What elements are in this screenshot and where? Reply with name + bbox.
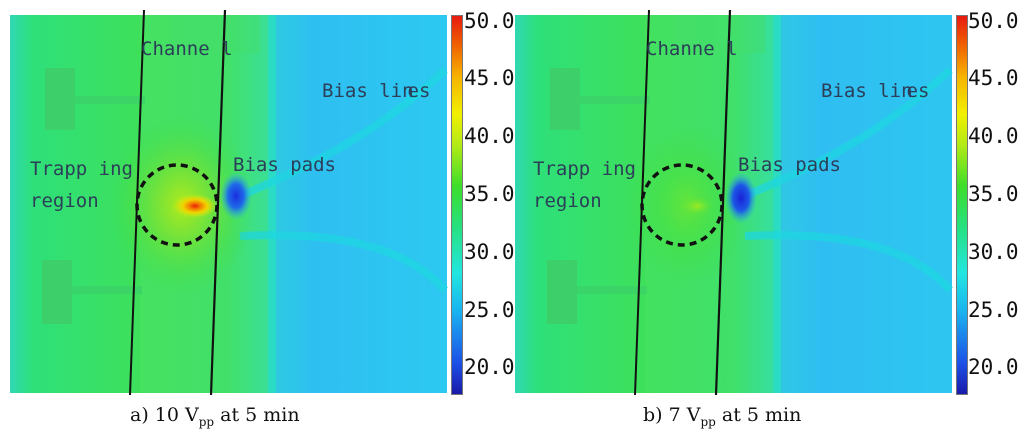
- colorbar-tick: 25.0: [464, 298, 515, 322]
- caption-a: a) 10 Vpp at 5 min: [130, 404, 300, 429]
- trapping-region-circle: [640, 163, 724, 247]
- colorbar-b: [956, 15, 968, 395]
- thermal-panel-b: Channe l Bias lines Bias pads Trapp ing …: [505, 0, 1019, 435]
- hotspot: [173, 194, 217, 218]
- colorbar-tick: 50.0: [968, 9, 1019, 33]
- colorbar-tick: 20.0: [968, 355, 1019, 379]
- electrode-pad-upper: [45, 68, 75, 130]
- colorbar-a: [451, 15, 463, 395]
- bias-line-upper: [238, 67, 448, 200]
- bias-lines-text: Bias lin: [821, 80, 913, 102]
- hotspot: [681, 196, 713, 216]
- channel-boundary-left: [129, 9, 145, 396]
- bias-lines-tail: es: [407, 80, 431, 102]
- colorbar-tick: 40.0: [464, 124, 515, 148]
- thermal-image-b: [515, 9, 953, 396]
- thermal-panel-a: Channe l Bias lines Bias pads Trapp ing …: [10, 9, 515, 429]
- trapping-region-label-line1: Trapp ing: [30, 158, 133, 180]
- trapping-region-circle: [135, 163, 219, 247]
- bias-line-lower: [744, 231, 953, 293]
- caption-b-sub: pp: [700, 414, 716, 429]
- electrode-pad-upper: [550, 68, 580, 130]
- colorbar-tick: 40.0: [968, 124, 1019, 148]
- bias-pads-label: Bias pads: [233, 154, 336, 176]
- channel-boundary-left: [634, 9, 650, 396]
- bias-pad-cold-spot: [220, 172, 252, 220]
- bias-line-lower: [239, 231, 448, 293]
- caption-b-suffix: at 5 min: [715, 404, 802, 426]
- colorbar-tick: 50.0: [464, 9, 515, 33]
- caption-a-suffix: at 5 min: [214, 404, 300, 426]
- channel-boundary-right: [714, 9, 732, 396]
- trapping-region-label-line2: region: [533, 190, 602, 212]
- colorbar-tick: 30.0: [968, 240, 1019, 264]
- bias-lines-tail: es: [906, 80, 930, 102]
- trapping-region-label-line2: region: [30, 190, 99, 212]
- thermal-image-a: [10, 9, 448, 396]
- colorbar-tick: 20.0: [464, 355, 515, 379]
- caption-b: b) 7 Vpp at 5 min: [643, 404, 801, 429]
- caption-a-sub: pp: [198, 414, 215, 429]
- channel-label: Channe l: [141, 38, 233, 60]
- colorbar-tick: 45.0: [968, 66, 1019, 90]
- colorbar-tick: 35.0: [464, 182, 515, 206]
- colorbar-tick: 30.0: [464, 240, 515, 264]
- caption-b-prefix: b) 7 V: [643, 404, 701, 426]
- colorbar-tick: 45.0: [464, 66, 515, 90]
- channel-boundary-right: [209, 9, 227, 396]
- caption-a-prefix: a) 10 V: [130, 404, 199, 426]
- bias-pad-cold-spot: [725, 172, 757, 224]
- trapping-region-label-line1: Trapp ing: [533, 158, 636, 180]
- colorbar-tick: 25.0: [968, 298, 1019, 322]
- bias-pads-label: Bias pads: [738, 154, 841, 176]
- bias-lines-label: Bias lines: [821, 80, 929, 102]
- bias-line-upper: [743, 67, 953, 200]
- electrode-pad-lower: [547, 260, 577, 324]
- electrode-pad-lower: [42, 260, 72, 324]
- bias-lines-text: Bias lin: [322, 80, 414, 102]
- bias-lines-label: Bias lines: [322, 80, 430, 102]
- channel-label: Channe l: [646, 38, 738, 60]
- colorbar-tick: 35.0: [968, 182, 1019, 206]
